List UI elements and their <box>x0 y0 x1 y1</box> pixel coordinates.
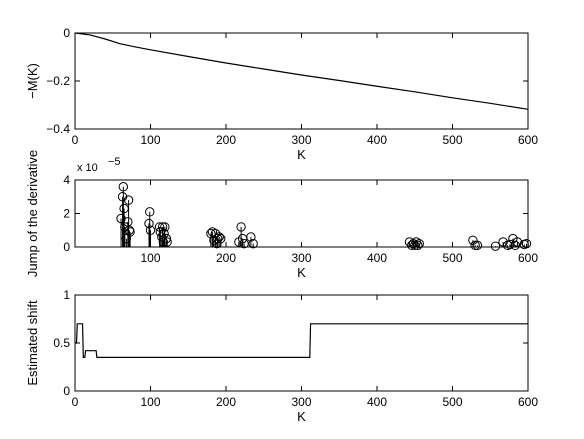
y-tick-label: 0 <box>63 26 70 40</box>
x-tick-label: 200 <box>216 251 236 265</box>
data-point <box>246 232 256 242</box>
x-tick-label: 0 <box>72 395 79 409</box>
data-point <box>248 238 258 249</box>
data-point <box>512 237 523 247</box>
y-axis-label: −M(K) <box>25 63 40 99</box>
data-point <box>157 222 168 232</box>
x-tick-label: 300 <box>291 395 311 409</box>
data-point <box>125 227 135 237</box>
data-point <box>414 238 424 249</box>
series-line <box>74 32 529 110</box>
data-point <box>144 218 154 229</box>
axis-exponent-power: −5 <box>108 156 121 168</box>
x-tick-label: 400 <box>367 133 387 147</box>
data-point <box>145 207 155 217</box>
x-tick-label: 200 <box>216 133 236 147</box>
data-point <box>212 233 223 244</box>
y-tick-label: −0.2 <box>46 74 70 88</box>
x-tick-label: 100 <box>140 395 160 409</box>
plot-frame <box>74 294 529 392</box>
data-point <box>472 240 483 251</box>
data-point <box>124 225 135 235</box>
x-axis-label: K <box>297 409 306 424</box>
data-point <box>160 222 170 232</box>
data-point <box>236 222 246 232</box>
data-point <box>123 195 134 205</box>
x-tick-label: 600 <box>518 251 538 265</box>
x-tick-label: 600 <box>518 133 538 147</box>
data-point <box>470 240 480 251</box>
data-point <box>117 192 128 202</box>
data-point <box>490 241 501 251</box>
data-point <box>413 240 423 251</box>
x-axis-label: K <box>297 265 306 280</box>
x-tick-label: 600 <box>518 395 538 409</box>
x-tick-label: 500 <box>442 251 462 265</box>
plot-frame <box>74 32 529 130</box>
y-tick-label: 4 <box>63 173 70 187</box>
y-tick-label: 0 <box>63 384 70 398</box>
x-tick-label: 300 <box>291 251 311 265</box>
x-tick-label: 0 <box>72 133 79 147</box>
x-axis-label: K <box>297 147 306 162</box>
data-point <box>162 237 172 247</box>
x-tick-label: 500 <box>442 395 462 409</box>
y-tick-label: 0.5 <box>53 336 70 350</box>
x-tick-label: 100 <box>140 251 160 265</box>
data-point <box>216 233 226 244</box>
data-point <box>159 228 169 239</box>
data-point <box>214 232 224 242</box>
y-tick-label: 0 <box>63 240 70 254</box>
plot-frame <box>74 179 529 248</box>
y-axis-label: Jump of the derivative <box>25 150 40 277</box>
x-tick-label: 500 <box>442 133 462 147</box>
y-axis-label: Estimated shift <box>25 300 40 386</box>
x-tick-label: 200 <box>216 395 236 409</box>
y-tick-label: 2 <box>63 207 70 221</box>
y-tick-label: 1 <box>63 288 70 302</box>
data-point <box>145 225 156 235</box>
data-point <box>154 222 165 232</box>
data-point <box>161 233 172 244</box>
x-tick-label: 100 <box>140 133 160 147</box>
x-tick-label: 400 <box>367 395 387 409</box>
data-point <box>118 182 129 192</box>
axis-exponent-base: x 10 <box>77 162 98 174</box>
x-tick-label: 300 <box>291 133 311 147</box>
data-point <box>521 238 532 249</box>
x-tick-label: 400 <box>367 251 387 265</box>
y-tick-label: −0.4 <box>46 122 70 136</box>
data-point <box>239 238 249 249</box>
series-line <box>75 323 528 358</box>
